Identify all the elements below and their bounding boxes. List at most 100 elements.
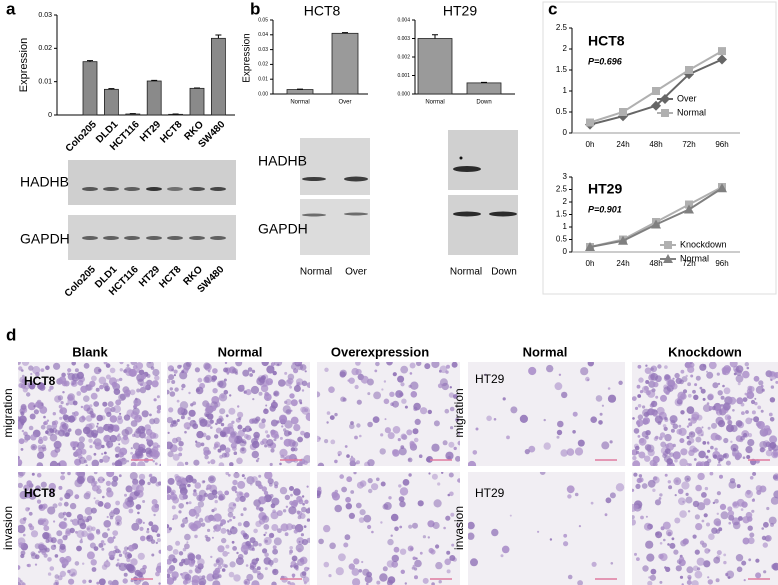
cell xyxy=(275,502,278,505)
y-tick-label: 0.00 xyxy=(258,91,268,97)
cell xyxy=(27,402,36,411)
image-label: HT29 xyxy=(475,372,505,386)
cell xyxy=(659,432,666,438)
cell xyxy=(252,398,255,401)
cell xyxy=(301,389,305,392)
cell xyxy=(176,419,180,422)
cell xyxy=(156,409,161,414)
cell xyxy=(293,488,301,496)
cell xyxy=(671,537,675,541)
cell xyxy=(387,432,395,440)
cell xyxy=(637,394,642,398)
cell xyxy=(43,415,46,419)
cell xyxy=(399,525,403,529)
cell xyxy=(708,362,717,370)
cell xyxy=(645,540,654,549)
cell xyxy=(53,582,58,585)
cell xyxy=(20,448,24,451)
cell xyxy=(105,387,109,392)
cell xyxy=(277,528,282,534)
cell xyxy=(290,493,293,497)
cell xyxy=(706,522,710,527)
blot-band xyxy=(302,177,326,181)
cell xyxy=(394,526,399,532)
cell xyxy=(761,527,764,530)
cell xyxy=(383,380,387,383)
cell xyxy=(706,371,714,379)
cell xyxy=(109,434,118,443)
cell xyxy=(172,518,175,521)
cell xyxy=(167,485,172,494)
error-bar xyxy=(215,34,222,39)
cell xyxy=(23,517,27,521)
x-tick-label: Normal xyxy=(425,100,444,106)
cell xyxy=(738,516,743,521)
cell xyxy=(171,505,176,510)
cell xyxy=(32,366,41,375)
cell xyxy=(39,406,48,414)
cell xyxy=(303,539,306,542)
micrograph xyxy=(468,472,625,585)
cell xyxy=(124,493,127,497)
cell xyxy=(42,532,50,540)
cell xyxy=(197,558,205,566)
cell xyxy=(524,449,530,455)
cell xyxy=(285,398,292,406)
cell xyxy=(239,492,243,496)
cell xyxy=(81,415,85,419)
blot-band xyxy=(124,187,140,191)
y-tick-label: 0 xyxy=(48,112,52,119)
cell xyxy=(665,566,671,573)
cell xyxy=(289,552,292,555)
cell xyxy=(112,530,119,536)
cell xyxy=(610,562,614,565)
cell xyxy=(253,499,261,507)
cell xyxy=(382,566,388,572)
cell xyxy=(300,533,304,537)
marker xyxy=(684,204,694,214)
cell xyxy=(468,521,475,530)
cell xyxy=(727,415,732,420)
cell xyxy=(632,455,637,461)
cell xyxy=(443,526,446,530)
cell xyxy=(116,521,120,525)
annotation: P=0.901 xyxy=(588,204,622,214)
cell xyxy=(177,364,182,369)
cell xyxy=(306,537,310,543)
cell xyxy=(93,366,102,375)
cell xyxy=(742,370,750,379)
cell xyxy=(30,530,39,538)
cell xyxy=(91,459,100,466)
cell xyxy=(36,472,42,478)
cell xyxy=(549,538,553,541)
cell xyxy=(213,530,216,533)
cell xyxy=(400,382,405,387)
cell xyxy=(204,374,213,383)
cell xyxy=(49,433,58,442)
cell xyxy=(645,364,648,367)
cell xyxy=(97,426,104,434)
cell xyxy=(420,407,428,415)
cell xyxy=(324,367,329,372)
cell xyxy=(740,435,745,441)
cell xyxy=(258,518,265,525)
cell xyxy=(636,419,644,427)
cell xyxy=(689,445,697,453)
cell xyxy=(719,474,723,479)
cell xyxy=(363,514,372,523)
blot-label: HADHB xyxy=(20,174,69,190)
cell xyxy=(213,446,217,450)
cell xyxy=(674,517,681,524)
cell xyxy=(178,503,184,509)
cell xyxy=(234,490,238,494)
cell xyxy=(435,544,440,549)
cell xyxy=(303,432,310,439)
cell xyxy=(253,418,259,424)
cell xyxy=(301,539,308,546)
cell xyxy=(177,476,186,485)
cell xyxy=(232,446,237,451)
cell xyxy=(398,484,402,488)
cell xyxy=(251,476,258,483)
cell xyxy=(705,455,709,459)
cell xyxy=(750,418,753,421)
